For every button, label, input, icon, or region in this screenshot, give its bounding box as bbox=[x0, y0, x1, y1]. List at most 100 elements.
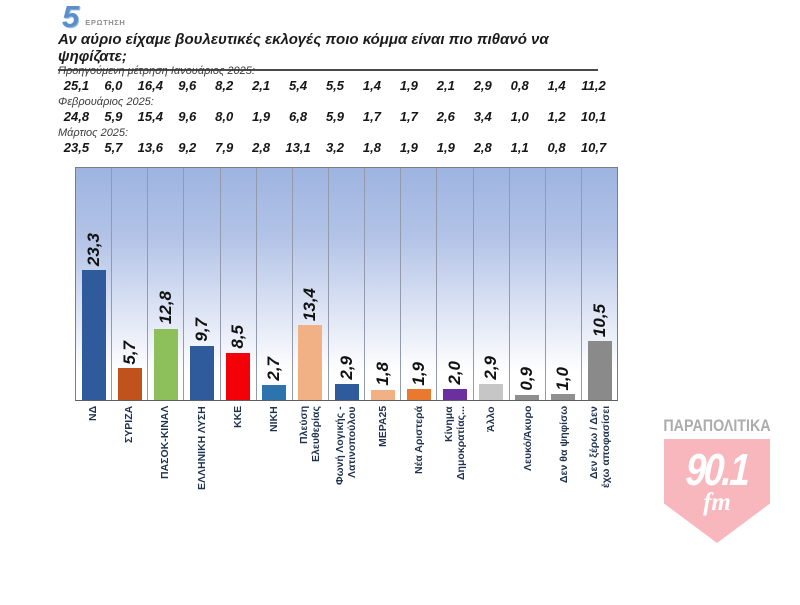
measurement-value: 16,4 bbox=[137, 78, 163, 93]
bar-column: 1,9 bbox=[400, 168, 436, 400]
question-label: ΕΡΩΤΗΣΗ bbox=[85, 18, 126, 27]
question-number: 5 bbox=[62, 0, 80, 34]
category-cell: Νέα Αριστερά bbox=[401, 401, 437, 524]
measurement-value: 24,8 bbox=[63, 109, 90, 124]
measurement-value: 23,5 bbox=[63, 140, 90, 155]
category-cell: Άλλο bbox=[473, 401, 509, 524]
measurement-value: 0,8 bbox=[547, 140, 566, 155]
bar-value-label: 0,9 bbox=[517, 367, 537, 391]
bar-value-label: 2,7 bbox=[264, 357, 284, 381]
measurement-value: 1,8 bbox=[362, 140, 381, 155]
measurement-value: 3,4 bbox=[473, 109, 492, 124]
category-label: Κίνημα Δημοκρατίας... bbox=[443, 406, 468, 480]
category-cell: Δεν θα ψηφίσω bbox=[546, 401, 582, 524]
measurement-value: 1,0 bbox=[510, 109, 529, 124]
bar bbox=[81, 270, 106, 400]
bar bbox=[442, 388, 467, 400]
measurement-value: 5,9 bbox=[104, 109, 123, 124]
measurement-value: 1,4 bbox=[362, 78, 381, 93]
bar-column: 9,7 bbox=[183, 168, 219, 400]
bar bbox=[587, 341, 612, 400]
category-cell: Κίνημα Δημοκρατίας... bbox=[437, 401, 473, 524]
measurement-value: 1,9 bbox=[252, 109, 271, 124]
category-label: Φωνή Λογικής - Λατινοπούλου bbox=[334, 406, 359, 485]
bar bbox=[298, 325, 323, 400]
bar-column: 1,0 bbox=[544, 168, 581, 400]
measurement-period-label: Μάρτιος 2025: bbox=[58, 127, 129, 139]
category-cell: ΕΛΛΗΝΙΚΗ ΛΥΣΗ bbox=[184, 401, 220, 524]
measurement-value: 1,9 bbox=[399, 140, 418, 155]
measurement-value: 6,0 bbox=[104, 78, 123, 93]
bar-column: 0,9 bbox=[508, 168, 545, 400]
category-label: ΣΥΡΙΖΑ bbox=[123, 406, 136, 444]
category-cell: ΠΑΣΟΚ-ΚΙΝΑΛ bbox=[147, 401, 183, 524]
measurement-value: 5,7 bbox=[104, 140, 123, 155]
measurement-value: 1,9 bbox=[436, 140, 455, 155]
measurement-values-row: 24,8 5,9 15,4 9,6 8,0 1,9 6,8 5,9 1,7 1,7 2,6 3,4 1,… bbox=[58, 109, 612, 124]
bar-value-label: 2,0 bbox=[444, 361, 464, 385]
category-label: Λευκό/Άκυρο bbox=[521, 406, 534, 472]
category-label: ΚΚΕ bbox=[231, 406, 244, 429]
bar-column: 2,9 bbox=[472, 168, 509, 400]
category-cell: ΜΕΡΑ25 bbox=[365, 401, 401, 524]
measurement-value: 2,6 bbox=[436, 109, 455, 124]
bar-chart: 23,3 5,7 12,8 9,7 8,5 2,7 13,4 2,9 1,8 1,9 2,0 2,9 0… bbox=[75, 167, 618, 524]
measurement-value: 0,8 bbox=[510, 78, 529, 93]
measurement-value: 1,9 bbox=[399, 78, 418, 93]
bar-value-label: 1,0 bbox=[553, 366, 573, 391]
bar-value-label: 9,7 bbox=[191, 318, 211, 342]
category-label: Δεν θα ψηφίσω bbox=[557, 406, 570, 484]
measurement-value: 8,0 bbox=[215, 109, 234, 124]
bar-column: 5,7 bbox=[111, 168, 147, 400]
category-label: ΠΑΣΟΚ-ΚΙΝΑΛ bbox=[159, 406, 172, 480]
category-cell: ΝΙΚΗ bbox=[256, 401, 292, 524]
measurement-value: 13,6 bbox=[137, 140, 163, 155]
bar bbox=[406, 389, 431, 400]
radio-badge-icon: 90.1 fm bbox=[664, 439, 770, 543]
bar-column: 2,7 bbox=[255, 168, 292, 400]
bar bbox=[189, 345, 214, 400]
category-cell: Λευκό/Άκυρο bbox=[509, 401, 545, 524]
bar-value-label: 8,5 bbox=[228, 324, 248, 349]
bar bbox=[153, 328, 178, 400]
category-label: ΕΛΛΗΝΙΚΗ ΛΥΣΗ bbox=[195, 406, 208, 490]
category-cell: Δεν ξέρω / Δεν έχω αποφασίσει bbox=[582, 401, 618, 524]
bar bbox=[515, 394, 540, 400]
measurement-value: 25,1 bbox=[63, 78, 90, 93]
measurement-value: 1,7 bbox=[362, 109, 381, 124]
bar-value-label: 13,4 bbox=[300, 288, 320, 322]
bar-column: 1,8 bbox=[364, 168, 400, 400]
bar bbox=[551, 394, 576, 400]
category-cell: ΚΚΕ bbox=[220, 401, 256, 524]
bar bbox=[117, 368, 142, 400]
measurement-value: 11,2 bbox=[581, 78, 606, 93]
station-logo: ΠΑΡΑΠΟΛΙΤΙΚΑ 90.1 fm bbox=[650, 416, 784, 543]
bar-column: 13,4 bbox=[291, 168, 328, 400]
bar-value-label: 1,8 bbox=[372, 362, 392, 386]
bar-column: 12,8 bbox=[147, 168, 183, 400]
fm-label: fm bbox=[703, 489, 731, 516]
measurement-value: 5,5 bbox=[325, 78, 345, 93]
category-label: ΝΔ bbox=[87, 406, 100, 422]
bar-value-label: 1,9 bbox=[408, 361, 428, 386]
bar-value-label: 5,7 bbox=[119, 340, 139, 365]
bar-column: 2,9 bbox=[327, 168, 364, 400]
bar-column: 8,5 bbox=[219, 168, 256, 400]
category-label: ΜΕΡΑ25 bbox=[376, 406, 389, 448]
measurement-value: 2,1 bbox=[252, 78, 271, 93]
category-label: ΝΙΚΗ bbox=[268, 406, 281, 432]
measurement-period-label: Προηγούμενη μέτρηση Ιανουάριος 2025: bbox=[58, 65, 255, 77]
bar-value-label: 12,8 bbox=[155, 291, 175, 325]
measurement-value: 2,8 bbox=[252, 140, 271, 155]
measurement-value: 2,9 bbox=[473, 78, 492, 93]
measurement-value: 9,2 bbox=[178, 140, 197, 155]
measurement-period-label: Φεβρουάριος 2025: bbox=[58, 96, 154, 108]
previous-measurements: Προηγούμενη μέτρηση Ιανουάριος 2025: 25,1… bbox=[58, 62, 612, 155]
measurement-value: 9,6 bbox=[178, 78, 197, 93]
measurement-value: 10,1 bbox=[580, 109, 607, 124]
category-label: Άλλο bbox=[485, 406, 498, 432]
category-label: Πλεύση Ελευθερίας bbox=[298, 406, 323, 462]
measurement-value: 9,6 bbox=[178, 109, 197, 124]
measurement-values-row: 23,5 5,7 13,6 9,2 7,9 2,8 13,1 3,2 1,8 1,9 1,9 2,8 1… bbox=[58, 140, 612, 155]
